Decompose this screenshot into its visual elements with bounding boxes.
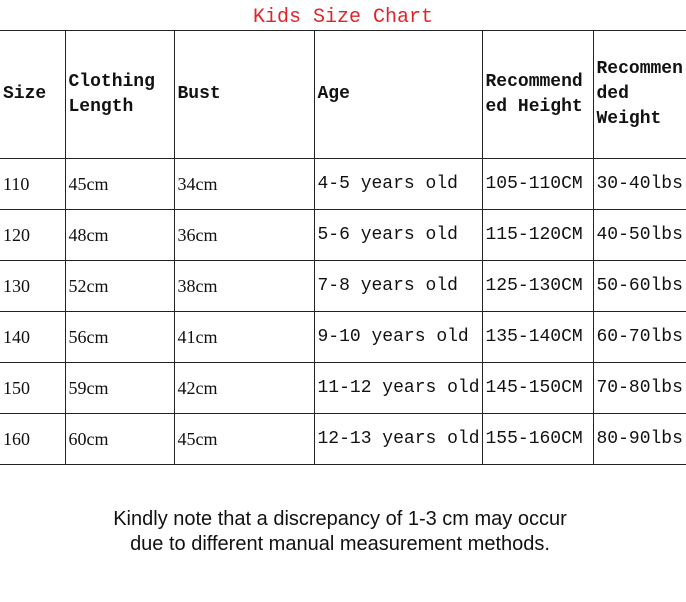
- table-cell: 38cm: [173, 260, 315, 312]
- table-cell: 7-8 years old: [313, 260, 483, 312]
- note-line: Kindly note that a discrepancy of 1-3 cm…: [113, 508, 567, 530]
- table-cell: 105-110CM: [481, 158, 594, 210]
- table-cell: 52cm: [64, 260, 175, 312]
- table-cell: 59cm: [64, 362, 175, 414]
- header-cell: Size: [0, 30, 66, 159]
- table-cell: 125-130CM: [481, 260, 594, 312]
- table-cell: 45cm: [64, 158, 175, 210]
- header-row: Size Clothing Length Bust Age Recommended He…: [0, 30, 686, 159]
- table-cell: 9-10 years old: [313, 311, 483, 363]
- table-cell: 160: [0, 413, 66, 465]
- table-cell: 120: [0, 209, 66, 261]
- table-cell: 50-60lbs: [592, 260, 686, 312]
- table-cell: 12-13 years old: [313, 413, 483, 465]
- table-cell: 70-80lbs: [592, 362, 686, 414]
- table-cell: 30-40lbs: [592, 158, 686, 210]
- table-cell: 36cm: [173, 209, 315, 261]
- note: Kindly note that a discrepancy of 1-3 cm…: [0, 507, 680, 557]
- table-cell: 150: [0, 362, 66, 414]
- header-cell: Clothing Length: [64, 30, 175, 159]
- table-cell: 40-50lbs: [592, 209, 686, 261]
- table-row: 160 60cm 45cm 12-13 years old 155-160CM 80-90…: [0, 413, 686, 465]
- table-cell: 11-12 years old: [313, 362, 483, 414]
- title: Kids Size Chart: [252, 6, 434, 29]
- table-cell: 115-120CM: [481, 209, 594, 261]
- table-cell: 48cm: [64, 209, 175, 261]
- table-row: 120 48cm 36cm 5-6 years old 115-120CM 40-50lb…: [0, 209, 686, 261]
- table-cell: 135-140CM: [481, 311, 594, 363]
- table-cell: 155-160CM: [481, 413, 594, 465]
- table-cell: 60-70lbs: [592, 311, 686, 363]
- table-cell: 41cm: [173, 311, 315, 363]
- table-cell: 56cm: [64, 311, 175, 363]
- header-cell: Recommended Weight: [592, 30, 686, 159]
- size-table: Size Clothing Length Bust Age Recommended He…: [0, 30, 686, 465]
- table-cell: 4-5 years old: [313, 158, 483, 210]
- header-cell: Bust: [173, 30, 315, 159]
- table-cell: 5-6 years old: [313, 209, 483, 261]
- table-cell: 110: [0, 158, 66, 210]
- table-cell: 34cm: [173, 158, 315, 210]
- table-cell: 140: [0, 311, 66, 363]
- table-cell: 42cm: [173, 362, 315, 414]
- table-body: 110 45cm 34cm 4-5 years old 105-110CM 30-40lb…: [0, 158, 686, 465]
- table-cell: 130: [0, 260, 66, 312]
- table-row: 130 52cm 38cm 7-8 years old 125-130CM 50-60lb…: [0, 260, 686, 312]
- table-cell: 45cm: [173, 413, 315, 465]
- header-cell: Age: [313, 30, 483, 159]
- table-row: 110 45cm 34cm 4-5 years old 105-110CM 30-40lb…: [0, 158, 686, 210]
- table-cell: 80-90lbs: [592, 413, 686, 465]
- note-line: due to different manual measurement meth…: [130, 533, 550, 555]
- table-cell: 60cm: [64, 413, 175, 465]
- header-cell: Recommended Height: [481, 30, 594, 159]
- table-cell: 145-150CM: [481, 362, 594, 414]
- table-row: 140 56cm 41cm 9-10 years old 135-140CM 60-70l…: [0, 311, 686, 363]
- table-row: 150 59cm 42cm 11-12 years old 145-150CM 70-80…: [0, 362, 686, 414]
